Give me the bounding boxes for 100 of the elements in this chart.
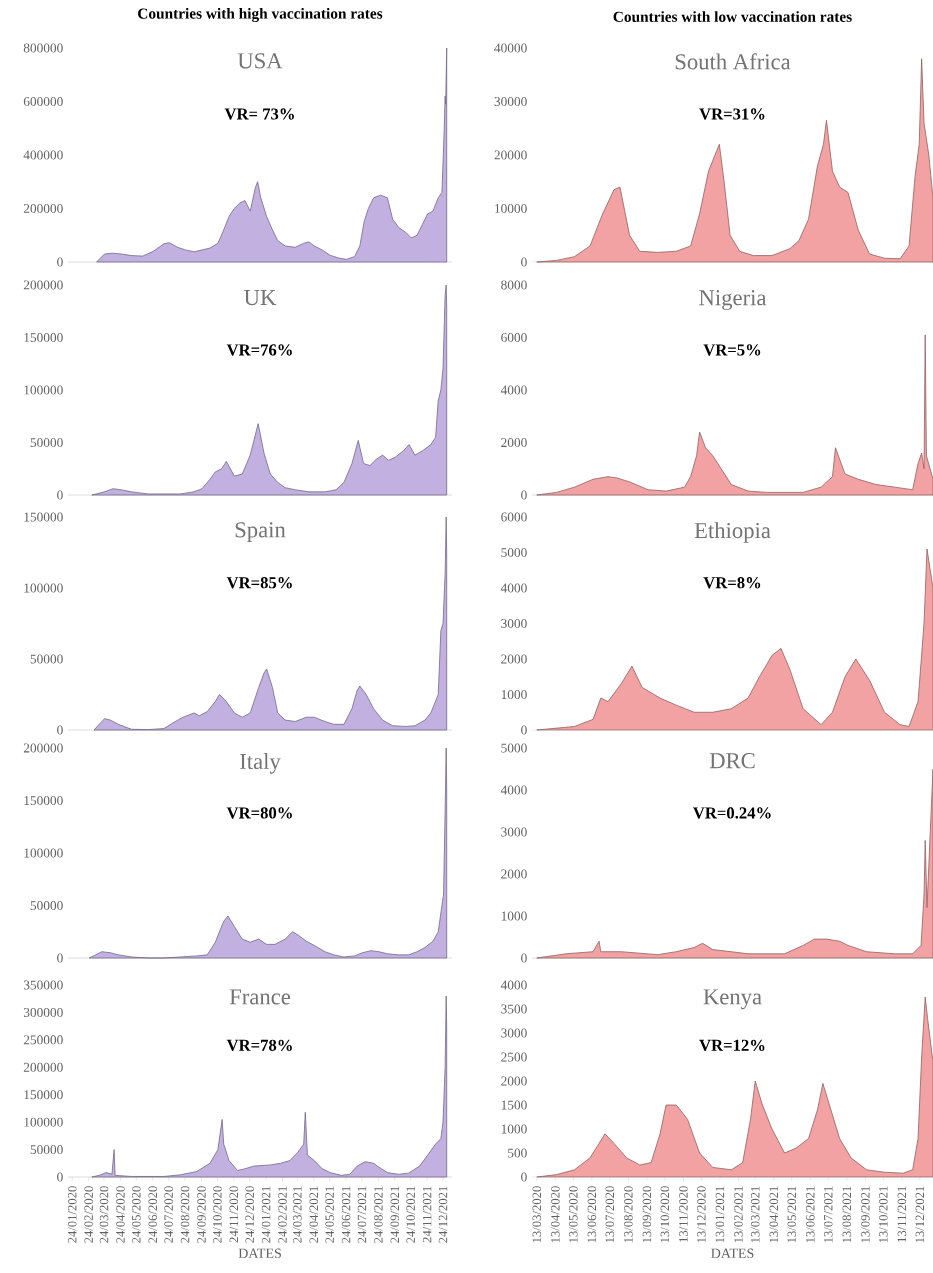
y-tick-label: 5000 — [501, 743, 527, 753]
x-tick-label: 24/04/2021 — [309, 1186, 319, 1243]
y-tick-label: 2000 — [501, 654, 527, 664]
y-tick-label: 1000 — [501, 911, 527, 921]
x-axis-title: DATES — [238, 1248, 281, 1258]
x-tick-label: 24/12/2021 — [438, 1186, 448, 1243]
chart-title: Kenya — [703, 989, 762, 1010]
x-tick-label: 24/11/2020 — [229, 1186, 239, 1243]
x-tick-label: 13/07/2021 — [823, 1186, 833, 1243]
y-tick-label: 3500 — [501, 1004, 527, 1014]
x-tick-label: 24/08/2021 — [374, 1186, 383, 1243]
y-tick-label: 4000 — [500, 385, 527, 395]
y-tick-label: 6000 — [501, 512, 527, 522]
y-tick-label: 8000 — [501, 280, 527, 290]
x-tick-label: 24/04/2020 — [116, 1186, 125, 1243]
x-tick-label: 13/08/2021 — [842, 1186, 852, 1243]
x-tick-label: 13/03/2021 — [750, 1186, 760, 1243]
text: Countries with high vaccination rates — [138, 7, 383, 22]
text: VR=85% — [226, 577, 292, 589]
x-tick-label: 13/10/2021 — [879, 1186, 888, 1243]
y-tick-label: 4000 — [500, 980, 527, 990]
text: Countries with low vaccination rates — [613, 11, 852, 22]
y-tick-label: 1000 — [501, 1124, 527, 1134]
y-tick-label: 0 — [57, 257, 63, 267]
y-tick-label: 600000 — [23, 97, 63, 106]
y-tick-label: 100000 — [24, 1117, 63, 1127]
y-tick-label: 0 — [521, 1172, 527, 1182]
x-tick-label: 24/05/2020 — [132, 1186, 141, 1243]
chart-title: Ethiopia — [694, 522, 771, 543]
y-tick-label: 4000 — [500, 785, 527, 795]
x-tick-label: 13/12/2021 — [915, 1186, 925, 1243]
text: VR=8% — [703, 577, 761, 589]
x-tick-label: 24/07/2020 — [164, 1186, 173, 1243]
x-tick-label: 13/06/2021 — [806, 1186, 815, 1243]
x-axis-title: DATES — [711, 1248, 754, 1258]
y-tick-label: 150000 — [24, 333, 63, 342]
text: VR=80% — [226, 807, 292, 819]
chart-title: Italy — [240, 753, 281, 774]
y-tick-label: 1500 — [501, 1100, 527, 1110]
y-tick-label: 0 — [57, 725, 63, 735]
x-tick-label: 24/03/2021 — [293, 1186, 302, 1243]
x-tick-label: 13/11/2020 — [679, 1186, 688, 1242]
x-tick-label: 24/11/2021 — [422, 1186, 432, 1243]
x-tick-label: 24/01/2021 — [261, 1186, 271, 1243]
x-tick-label: 24/10/2020 — [213, 1186, 222, 1243]
y-tick-label: 200000 — [23, 280, 63, 290]
y-tick-label: 2000 — [501, 869, 527, 879]
x-tick-label: 13/10/2020 — [660, 1186, 670, 1243]
chart-title: France — [229, 989, 291, 1005]
x-tick-label: 13/12/2020 — [697, 1186, 706, 1243]
y-tick-label: 100000 — [24, 385, 63, 395]
x-tick-label: 24/10/2021 — [406, 1186, 415, 1243]
text: VR=76% — [226, 344, 292, 356]
x-tick-label: 24/01/2020 — [67, 1186, 77, 1243]
y-tick-label: 5000 — [501, 548, 527, 558]
y-tick-label: 50000 — [30, 654, 63, 664]
y-tick-label: 3000 — [501, 827, 527, 837]
x-tick-label: 13/01/2021 — [715, 1186, 725, 1243]
y-tick-label: 50000 — [30, 438, 63, 447]
text: VR=12% — [699, 1039, 765, 1051]
text: VR=78% — [226, 1039, 292, 1051]
y-tick-label: 10000 — [495, 204, 527, 213]
x-tick-label: 13/05/2021 — [787, 1186, 797, 1243]
y-tick-label: 0 — [57, 490, 63, 500]
y-tick-label: 150000 — [24, 796, 63, 805]
x-tick-label: 24/09/2020 — [197, 1186, 206, 1243]
y-tick-label: 400000 — [23, 150, 63, 160]
y-tick-label: 0 — [521, 257, 527, 267]
y-tick-label: 100000 — [24, 583, 63, 593]
x-tick-label: 24/07/2021 — [357, 1186, 367, 1243]
x-tick-label: 13/04/2020 — [551, 1186, 560, 1243]
chart-title: Spain — [235, 522, 286, 543]
y-tick-label: 4000 — [500, 583, 527, 593]
x-tick-label: 13/11/2021 — [897, 1186, 907, 1242]
y-tick-label: 150000 — [24, 1090, 63, 1100]
x-tick-label: 13/05/2020 — [569, 1186, 578, 1243]
y-tick-label: 500 — [508, 1148, 527, 1158]
chart-title: USA — [237, 53, 283, 69]
y-tick-label: 200000 — [23, 204, 63, 213]
x-tick-label: 24/06/2020 — [148, 1186, 158, 1243]
y-tick-label: 0 — [57, 1172, 63, 1182]
y-tick-label: 50000 — [30, 901, 63, 910]
y-tick-label: 2000 — [501, 1076, 527, 1086]
y-tick-label: 250000 — [23, 1035, 63, 1045]
x-tick-label: 13/06/2020 — [587, 1186, 597, 1243]
y-tick-label: 350000 — [23, 980, 63, 990]
chart-title: DRC — [709, 753, 755, 769]
y-tick-label: 30000 — [494, 97, 527, 106]
y-tick-label: 150000 — [24, 512, 63, 522]
y-tick-label: 300000 — [23, 1007, 63, 1017]
x-tick-label: 24/05/2021 — [325, 1186, 334, 1243]
text: VR=5% — [703, 344, 761, 356]
y-tick-label: 6000 — [501, 333, 527, 342]
x-tick-label: 13/07/2020 — [605, 1186, 615, 1243]
x-tick-label: 24/02/2021 — [278, 1186, 287, 1243]
x-tick-label: 13/08/2020 — [624, 1186, 633, 1243]
y-tick-label: 2000 — [501, 438, 527, 447]
chart-title: UK — [244, 290, 277, 306]
x-tick-label: 24/12/2020 — [245, 1186, 254, 1243]
y-tick-label: 0 — [57, 953, 63, 963]
